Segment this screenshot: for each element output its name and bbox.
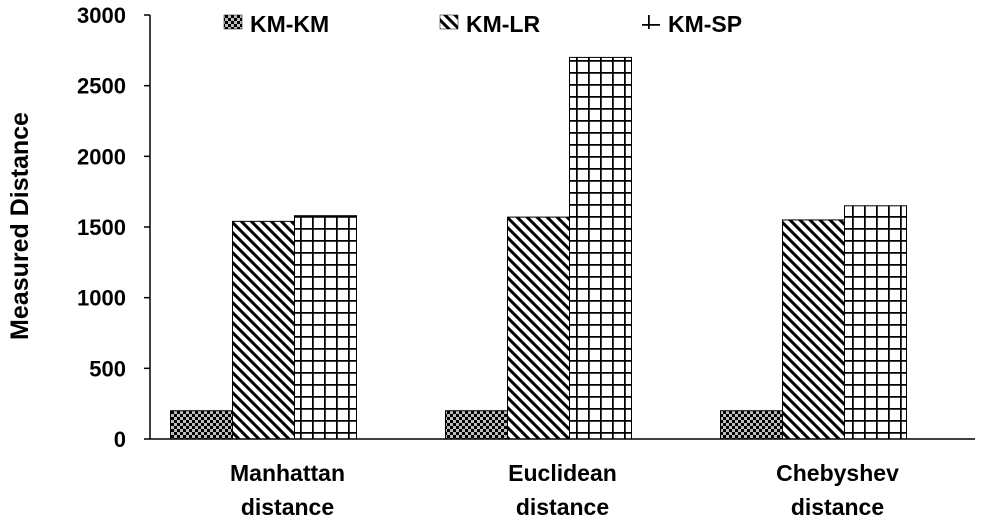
x-category-label: Chebyshev distance bbox=[776, 460, 899, 520]
y-axis: 0 500 1000 1500 2000 2500 3000 bbox=[77, 3, 151, 452]
y-tick-label: 2000 bbox=[77, 144, 126, 169]
bar-km-lr-3 bbox=[782, 219, 845, 440]
bar-km-km-2 bbox=[445, 410, 508, 440]
legend-swatch bbox=[642, 15, 660, 29]
bar-km-sp-2 bbox=[569, 56, 632, 440]
y-tick-label: 1000 bbox=[77, 286, 126, 311]
bar-km-sp-3 bbox=[844, 205, 907, 440]
y-axis-title-text: Measured Distance bbox=[6, 112, 34, 340]
legend-label: KM-SP bbox=[668, 11, 742, 37]
y-tick-label: 3000 bbox=[77, 3, 126, 28]
legend-swatch bbox=[439, 14, 459, 30]
y-axis-title: Measured Distance bbox=[6, 112, 34, 340]
y-tick-label: 500 bbox=[89, 356, 126, 381]
legend-swatch bbox=[223, 14, 243, 30]
y-tick-label: 0 bbox=[114, 427, 126, 452]
y-tick-label: 2500 bbox=[77, 74, 126, 99]
legend-item-km-lr: KM-LR bbox=[439, 11, 540, 37]
x-category-label: Euclidean distance bbox=[508, 460, 617, 520]
bar-km-km-1 bbox=[170, 410, 233, 440]
bar-km-sp-1 bbox=[294, 215, 357, 440]
legend-item-km-sp: KM-SP bbox=[642, 11, 742, 37]
legend: KM-KM KM-LR KM-SP bbox=[223, 11, 742, 37]
legend-label: KM-KM bbox=[250, 11, 329, 37]
x-category-label: Manhattan distance bbox=[230, 460, 345, 520]
bars bbox=[170, 56, 907, 440]
bar-km-km-3 bbox=[720, 410, 783, 440]
category-labels: Manhattan distance Euclidean distance Chebys… bbox=[230, 460, 899, 520]
legend-item-km-km: KM-KM bbox=[223, 11, 329, 37]
bar-km-lr-2 bbox=[507, 216, 570, 440]
legend-label: KM-LR bbox=[466, 11, 540, 37]
bar-km-lr-1 bbox=[232, 220, 295, 440]
y-tick-label: 1500 bbox=[77, 215, 126, 240]
